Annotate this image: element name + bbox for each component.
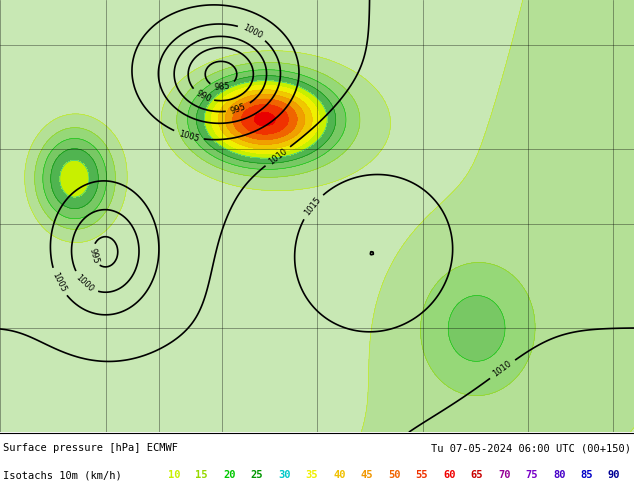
Text: 1005: 1005 xyxy=(178,129,200,143)
Text: 35: 35 xyxy=(306,470,318,480)
Text: 1010: 1010 xyxy=(267,146,289,166)
Text: 40: 40 xyxy=(333,470,346,480)
Text: 85: 85 xyxy=(581,470,593,480)
Text: 1000: 1000 xyxy=(74,273,96,294)
Text: 45: 45 xyxy=(361,470,373,480)
Text: 55: 55 xyxy=(415,470,428,480)
Text: 1005: 1005 xyxy=(50,271,67,294)
Text: 990: 990 xyxy=(195,89,212,104)
Text: 15: 15 xyxy=(195,470,208,480)
Text: 1010: 1010 xyxy=(491,359,514,379)
Text: 75: 75 xyxy=(526,470,538,480)
Text: 25: 25 xyxy=(250,470,263,480)
Text: 60: 60 xyxy=(443,470,455,480)
Text: 30: 30 xyxy=(278,470,290,480)
Text: 20: 20 xyxy=(223,470,235,480)
Text: 1000: 1000 xyxy=(241,23,264,41)
Text: 50: 50 xyxy=(388,470,401,480)
Text: 80: 80 xyxy=(553,470,566,480)
Text: 90: 90 xyxy=(608,470,621,480)
Text: 995: 995 xyxy=(87,247,100,265)
Text: 65: 65 xyxy=(470,470,483,480)
Text: 1015: 1015 xyxy=(302,196,323,218)
Text: 70: 70 xyxy=(498,470,510,480)
Text: Tu 07-05-2024 06:00 UTC (00+150): Tu 07-05-2024 06:00 UTC (00+150) xyxy=(431,443,631,453)
Text: 985: 985 xyxy=(214,82,231,92)
Text: 10: 10 xyxy=(168,470,181,480)
Text: Isotachs 10m (km/h): Isotachs 10m (km/h) xyxy=(3,470,122,480)
Text: Surface pressure [hPa] ECMWF: Surface pressure [hPa] ECMWF xyxy=(3,443,178,453)
Text: 995: 995 xyxy=(230,102,247,116)
